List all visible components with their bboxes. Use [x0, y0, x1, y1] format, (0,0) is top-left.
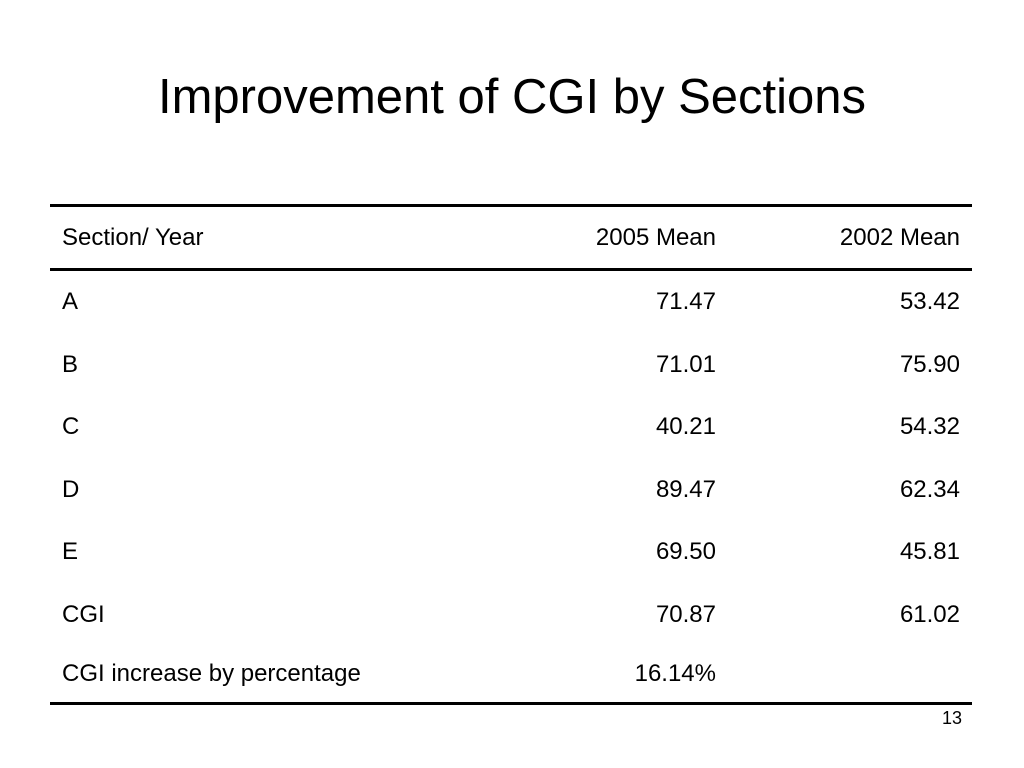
table-header: Section/ Year 2005 Mean 2002 Mean: [50, 205, 972, 270]
cell-2002-mean: 53.42: [899, 288, 960, 316]
table-row: D 89.47 62.34: [50, 459, 972, 522]
table-row: E 69.50 45.81: [50, 521, 972, 584]
cell-2005-mean: 40.21: [655, 413, 716, 441]
cell-2005-mean: 70.87: [655, 600, 716, 628]
cell-2005-mean: 16.14%: [634, 660, 716, 687]
cell-2005-mean: 71.01: [655, 350, 716, 378]
header-2005-mean: 2005 Mean: [595, 223, 716, 251]
table-row: C 40.21 54.32: [50, 396, 972, 459]
cell-section: C: [62, 413, 80, 441]
cell-2002-mean: 54.32: [899, 413, 960, 441]
data-table-container: Section/ Year 2005 Mean 2002 Mean A 71.4…: [50, 204, 972, 705]
cell-2002-mean: 45.81: [899, 538, 960, 566]
table-row: A 71.47 53.42: [50, 270, 972, 334]
header-section-year: Section/ Year: [62, 223, 204, 251]
page-number: 13: [941, 708, 962, 728]
table-row-percentage: CGI increase by percentage 16.14%: [50, 646, 972, 704]
cell-section: D: [62, 475, 80, 503]
table-row: CGI 70.87 61.02: [50, 584, 972, 647]
cell-2002-mean: 61.02: [899, 600, 960, 628]
cell-2002-mean: 62.34: [899, 475, 960, 503]
cell-section: B: [62, 350, 79, 378]
cell-section: A: [62, 288, 79, 316]
table-body: A 71.47 53.42 B 71.01 75.90 C 40.21 54.3…: [50, 270, 972, 704]
cell-2005-mean: 69.50: [655, 538, 716, 566]
cell-section: E: [62, 538, 79, 566]
cgi-sections-table: Section/ Year 2005 Mean 2002 Mean A 71.4…: [50, 204, 972, 705]
cell-2002-mean: [728, 646, 972, 704]
header-row: Section/ Year 2005 Mean 2002 Mean: [50, 205, 972, 270]
cell-2005-mean: 71.47: [655, 288, 716, 316]
cell-section: CGI increase by percentage: [62, 660, 361, 687]
header-2002-mean: 2002 Mean: [839, 223, 960, 251]
slide-title: Improvement of CGI by Sections: [157, 70, 867, 124]
cell-2005-mean: 89.47: [655, 475, 716, 503]
cell-section: CGI: [62, 600, 105, 628]
table-row: B 71.01 75.90: [50, 334, 972, 397]
cell-2002-mean: 75.90: [899, 350, 960, 378]
